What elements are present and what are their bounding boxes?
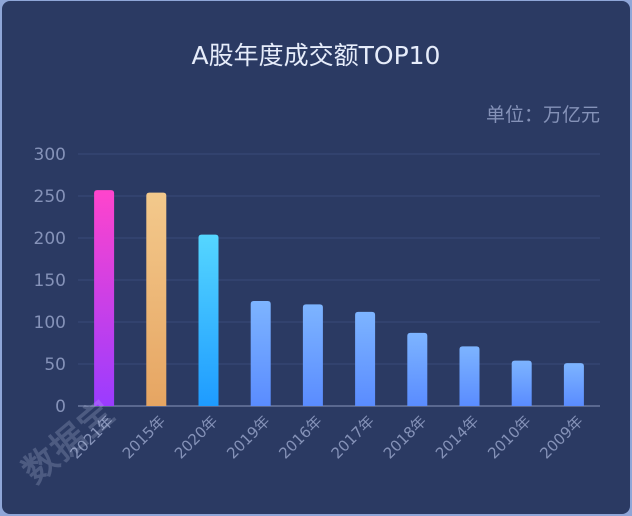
x-tick-label: 2014年 [432,412,482,462]
x-tick-label: 2018年 [380,412,430,462]
x-tick-label: 2019年 [223,412,273,462]
bar [563,363,584,406]
x-tick-label: 2016年 [275,412,325,462]
y-tick-label: 200 [34,229,66,249]
x-tick-label: 2015年 [119,412,169,462]
x-tick-label: 2009年 [536,412,586,462]
bar [459,346,480,406]
y-tick-label: 0 [55,397,66,417]
y-tick-label: 50 [44,355,66,375]
x-tick-label: 2020年 [171,412,221,462]
unit-label: 单位：万亿元 [485,104,600,126]
y-tick-label: 150 [34,271,66,291]
bar [302,304,323,406]
y-tick-label: 100 [34,313,66,333]
y-tick-label: 300 [34,145,66,165]
bar [511,360,532,406]
bar [94,190,115,406]
x-tick-label: 2010年 [484,412,534,462]
chart-title: A股年度成交额TOP10 [191,41,441,70]
bar [407,332,428,406]
bar [355,311,376,406]
x-tick-label: 2017年 [328,412,378,462]
bar [146,192,167,406]
y-tick-label: 250 [34,187,66,207]
bar [250,301,271,406]
bar [198,234,219,406]
